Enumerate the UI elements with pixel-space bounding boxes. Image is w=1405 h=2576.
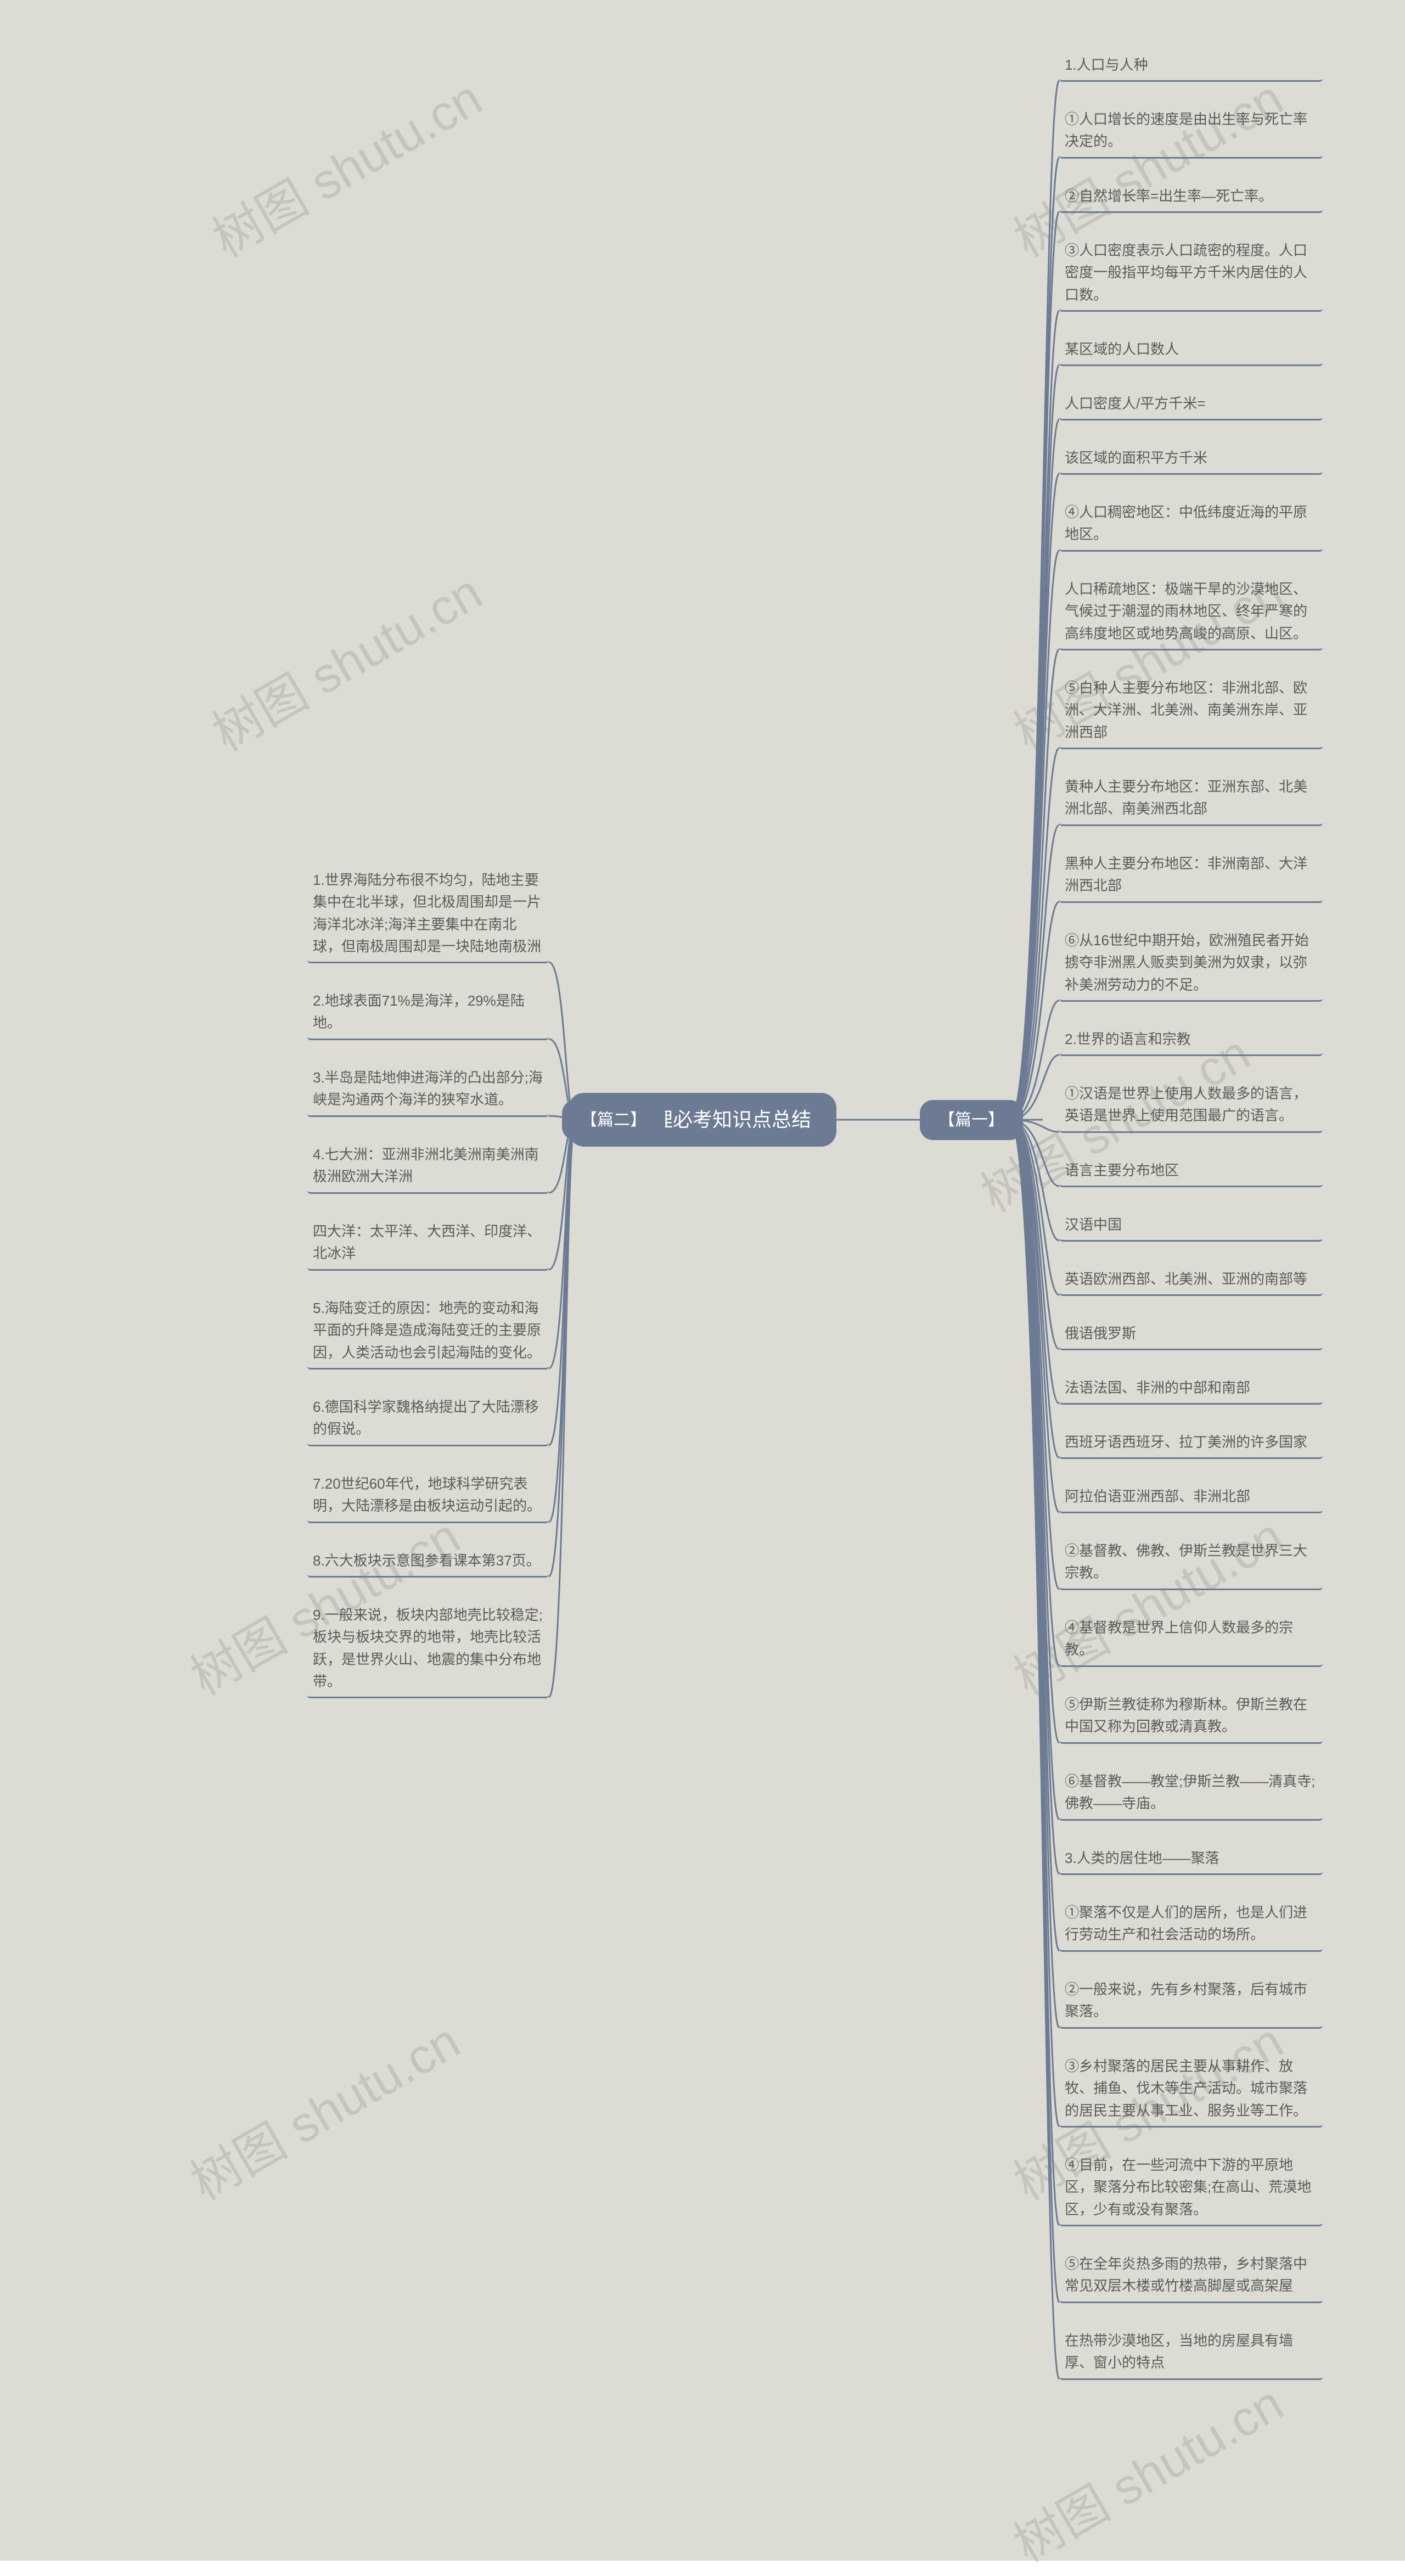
left-leaf: 2.地球表面71%是海洋，29%是陆地。 <box>307 985 549 1040</box>
left-leaf: 1.世界海陆分布很不均匀，陆地主要集中在北半球，但北极周围却是一片海洋北冰洋;海… <box>307 865 549 963</box>
right-leaf: 3.人类的居住地——聚落 <box>1059 1843 1323 1875</box>
left-leaf: 4.七大洲：亚洲非洲北美洲南美洲南极洲欧洲大洋洲 <box>307 1139 549 1194</box>
right-leaf: ③人口密度表示人口疏密的程度。人口密度一般指平均每平方千米内居住的人口数。 <box>1059 235 1323 312</box>
right-leaf: ⑥从16世纪中期开始，欧洲殖民者开始掳夺非洲黑人贩卖到美洲为奴隶，以弥补美洲劳动… <box>1059 925 1323 1002</box>
right-leaf: 阿拉伯语亚洲西部、非洲北部 <box>1059 1481 1323 1513</box>
left-leaf: 5.海陆变迁的原因：地壳的变动和海平面的升降是造成海陆变迁的主要原因，人类活动也… <box>307 1293 549 1370</box>
right-leaf: 法语法国、非洲的中部和南部 <box>1059 1372 1323 1405</box>
branch-left: 【篇二】 <box>562 1100 665 1140</box>
right-leaf: ⑤在全年炎热多雨的热带，乡村聚落中常见双层木楼或竹楼高脚屋或高架屋 <box>1059 2248 1323 2303</box>
right-leaf: 人口稀疏地区：极端干旱的沙漠地区、气候过于潮湿的雨林地区、终年严寒的高纬度地区或… <box>1059 574 1323 650</box>
right-leaf: ⑤白种人主要分布地区：非洲北部、欧洲、大洋洲、北美洲、南美洲东岸、亚洲西部 <box>1059 672 1323 749</box>
branch-right: 【篇一】 <box>920 1100 1023 1140</box>
right-leaf: ④基督教是世界上信仰人数最多的宗教。 <box>1059 1612 1323 1667</box>
right-leaf: 2.世界的语言和宗教 <box>1059 1024 1323 1056</box>
right-leaf: 语言主要分布地区 <box>1059 1155 1323 1187</box>
right-leaf: ②一般来说，先有乡村聚落，后有城市聚落。 <box>1059 1974 1323 2029</box>
right-leaf: ①人口增长的速度是由出生率与死亡率决定的。 <box>1059 104 1323 159</box>
right-leaf: ⑤伊斯兰教徒称为穆斯林。伊斯兰教在中国又称为回教或清真教。 <box>1059 1689 1323 1744</box>
right-leaf: ②自然增长率=出生率—死亡率。 <box>1059 181 1323 213</box>
left-leaf: 9.一般来说，板块内部地壳比较稳定;板块与板块交界的地带，地壳比较活跃，是世界火… <box>307 1600 549 1698</box>
right-leaf: ④人口稠密地区：中低纬度近海的平原地区。 <box>1059 497 1323 552</box>
right-leaf: 该区域的面积平方千米 <box>1059 442 1323 475</box>
right-leaf: ②基督教、佛教、伊斯兰教是世界三大宗教。 <box>1059 1535 1323 1590</box>
left-leaf: 3.半岛是陆地伸进海洋的凸出部分;海峡是沟通两个海洋的狭窄水道。 <box>307 1062 549 1117</box>
left-leaf: 7.20世纪60年代，地球科学研究表明，大陆漂移是由板块运动引起的。 <box>307 1468 549 1523</box>
right-leaf: 黄种人主要分布地区：亚洲东部、北美洲北部、南美洲西北部 <box>1059 771 1323 826</box>
right-leaf: 黑种人主要分布地区：非洲南部、大洋洲西北部 <box>1059 848 1323 903</box>
right-leaf: ①聚落不仅是人们的居所，也是人们进行劳动生产和社会活动的场所。 <box>1059 1897 1323 1952</box>
right-leaf: ④目前，在一些河流中下游的平原地区，聚落分布比较密集;在高山、荒漠地区，少有或没… <box>1059 2150 1323 2226</box>
right-leaf: 英语欧洲西部、北美洲、亚洲的南部等 <box>1059 1264 1323 1296</box>
right-leaf: 在热带沙漠地区，当地的房屋具有墙厚、窗小的特点 <box>1059 2325 1323 2380</box>
right-leaf: 某区域的人口数人 <box>1059 334 1323 366</box>
right-leaf: 俄语俄罗斯 <box>1059 1318 1323 1350</box>
right-leaf: 西班牙语西班牙、拉丁美洲的许多国家 <box>1059 1427 1323 1459</box>
left-leaf: 8.六大板块示意图参看课本第37页。 <box>307 1545 549 1578</box>
right-leaf: ③乡村聚落的居民主要从事耕作、放牧、捕鱼、伐木等生产活动。城市聚落的居民主要从事… <box>1059 2051 1323 2128</box>
right-leaf: ⑥基督教——教堂;伊斯兰教——清真寺;佛教——寺庙。 <box>1059 1766 1323 1821</box>
left-leaf: 四大洋：太平洋、大西洋、印度洋、北冰洋 <box>307 1216 549 1271</box>
right-leaf: 汉语中国 <box>1059 1209 1323 1242</box>
left-leaf: 6.德国科学家魏格纳提出了大陆漂移的假说。 <box>307 1391 549 1446</box>
right-leaf: ①汉语是世界上使用人数最多的语言，英语是世界上使用范围最广的语言。 <box>1059 1078 1323 1133</box>
right-leaf: 人口密度人/平方千米= <box>1059 388 1323 420</box>
right-leaf: 1.人口与人种 <box>1059 49 1323 82</box>
